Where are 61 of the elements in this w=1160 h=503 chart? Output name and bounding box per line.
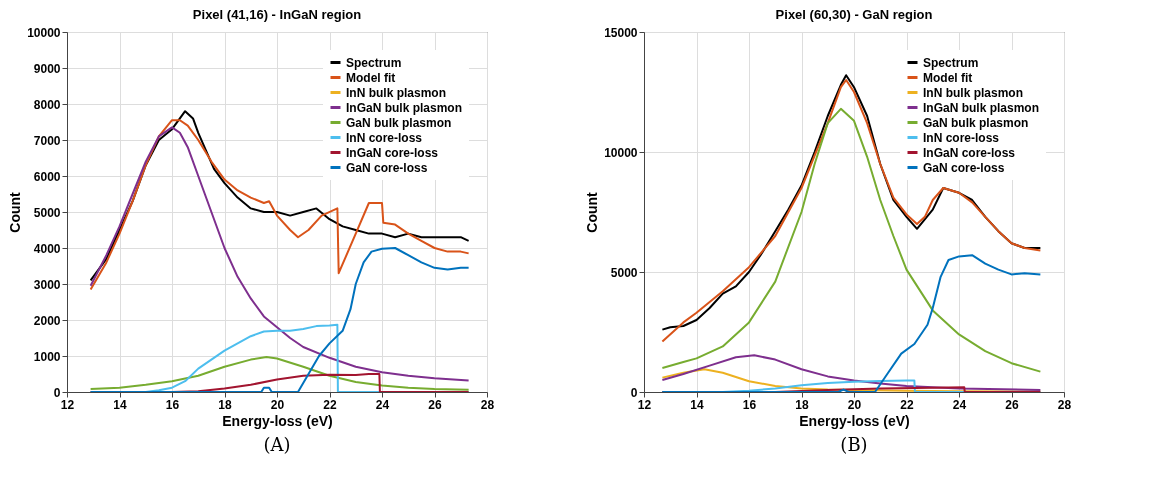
x-axis-title: Energy-loss (eV) <box>222 412 333 429</box>
legend-label: Model fit <box>346 70 396 85</box>
y-tick-label: 5000 <box>610 265 638 280</box>
y-tick-label: 4000 <box>33 241 61 256</box>
x-tick-label: 24 <box>952 397 967 412</box>
y-tick-label: 6000 <box>33 169 61 184</box>
x-tick-label: 12 <box>637 397 652 412</box>
x-tick-label: 16 <box>165 397 180 412</box>
x-tick-label: 18 <box>795 397 809 412</box>
legend-label: GaN core-loss <box>923 160 1005 175</box>
legend-label: Model fit <box>923 70 973 85</box>
text: (A) <box>263 434 291 455</box>
legend-label: InN core-loss <box>346 130 423 145</box>
text: (B) <box>840 434 868 455</box>
x-tick-label: 26 <box>428 397 442 412</box>
x-tick-label: 14 <box>690 397 704 412</box>
y-tick-label: 1000 <box>33 349 61 364</box>
y-axis-title: Count <box>584 191 601 233</box>
line-series <box>661 354 1042 392</box>
x-tick-label: 22 <box>900 397 914 412</box>
y-tick-label: 9000 <box>33 61 61 76</box>
x-tick-label: 18 <box>218 397 232 412</box>
y-tick-label: 5000 <box>33 205 61 220</box>
y-tick-label: 10000 <box>604 145 638 160</box>
x-tick-label: 22 <box>323 397 337 412</box>
legend-label: InN bulk plasmon <box>346 85 447 100</box>
legend-label: GaN core-loss <box>346 160 428 175</box>
x-tick-label: 24 <box>375 397 390 412</box>
legend-label: InN core-loss <box>923 130 1000 145</box>
legend-label: GaN bulk plasmon <box>346 115 452 130</box>
x-tick-label: 12 <box>60 397 75 412</box>
x-tick-label: 20 <box>270 397 285 412</box>
y-tick-label: 15000 <box>604 25 638 40</box>
chart-title: Pixel (60,30) - GaN region <box>775 7 933 22</box>
y-tick-label: 0 <box>53 385 61 400</box>
legend-label: InGaN bulk plasmon <box>923 100 1040 115</box>
y-tick-label: 2000 <box>33 313 61 328</box>
x-tick-label: 26 <box>1005 397 1019 412</box>
x-tick-label: 28 <box>1057 397 1072 412</box>
y-tick-label: 7000 <box>33 133 61 148</box>
x-tick-label: 20 <box>847 397 862 412</box>
chart-title: Pixel (41,16) - InGaN region <box>192 7 362 22</box>
y-tick-label: 3000 <box>33 277 61 292</box>
legend-label: InGaN core-loss <box>346 145 439 160</box>
line-series <box>89 356 470 391</box>
x-tick-label: 28 <box>480 397 495 412</box>
legend-label: InGaN bulk plasmon <box>346 100 463 115</box>
y-axis-title: Count <box>7 191 24 233</box>
x-axis-title: Energy-loss (eV) <box>799 412 910 429</box>
legend-label: InN bulk plasmon <box>923 85 1024 100</box>
legend-label: Spectrum <box>346 55 402 70</box>
legend-label: Spectrum <box>923 55 979 70</box>
y-tick-label: 8000 <box>33 97 61 112</box>
line-series <box>89 247 470 392</box>
x-tick-label: 14 <box>113 397 127 412</box>
line-series <box>661 254 1042 392</box>
legend-label: GaN bulk plasmon <box>923 115 1029 130</box>
x-tick-label: 16 <box>742 397 757 412</box>
y-tick-label: 0 <box>630 385 638 400</box>
y-tick-label: 10000 <box>27 25 61 40</box>
legend-label: InGaN core-loss <box>923 145 1016 160</box>
